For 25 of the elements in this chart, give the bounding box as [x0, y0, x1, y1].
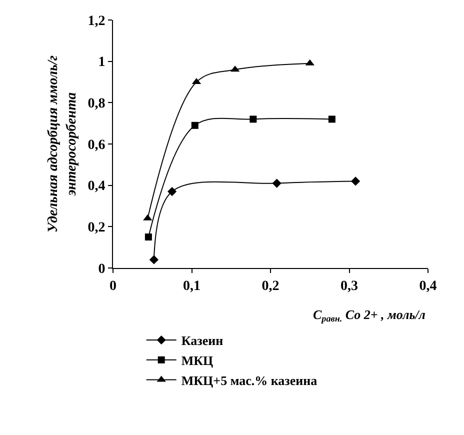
x-tick-label: 0,3: [340, 278, 358, 294]
point: [144, 234, 152, 240]
point: [272, 178, 282, 188]
legend-label: Казеин: [181, 333, 224, 348]
y-tick-label: 1,2: [88, 14, 106, 29]
legend-label: МКЦ: [181, 352, 214, 368]
y-tick-label: 0,2: [88, 220, 106, 236]
y-tick-label: 1: [98, 55, 106, 70]
point: [351, 176, 360, 186]
y-tick-label: 0,6: [88, 138, 106, 153]
y-axis-title: Удельная адсорбция ммоль/г энтеросорбента: [46, 56, 80, 232]
y-tick-label: 0,4: [88, 179, 106, 194]
point: [168, 186, 177, 196]
x-axis-title: C$_{равн.}$ Co 2+ , моль/л: [313, 307, 426, 324]
y-tick-label: 0: [98, 262, 106, 277]
point: [250, 116, 257, 123]
x-tick-label: 0,4: [419, 278, 437, 294]
x-tick-label: 0,2: [262, 278, 280, 294]
x-tick-label: 0: [110, 278, 116, 294]
y-tick-label: 0,8: [88, 96, 106, 112]
x-tick-label: 0,1: [183, 278, 200, 294]
point: [191, 122, 198, 129]
point: [328, 116, 336, 123]
legend-label: МКЦ+5 мас.% казеина: [181, 372, 318, 388]
point: [149, 255, 158, 264]
